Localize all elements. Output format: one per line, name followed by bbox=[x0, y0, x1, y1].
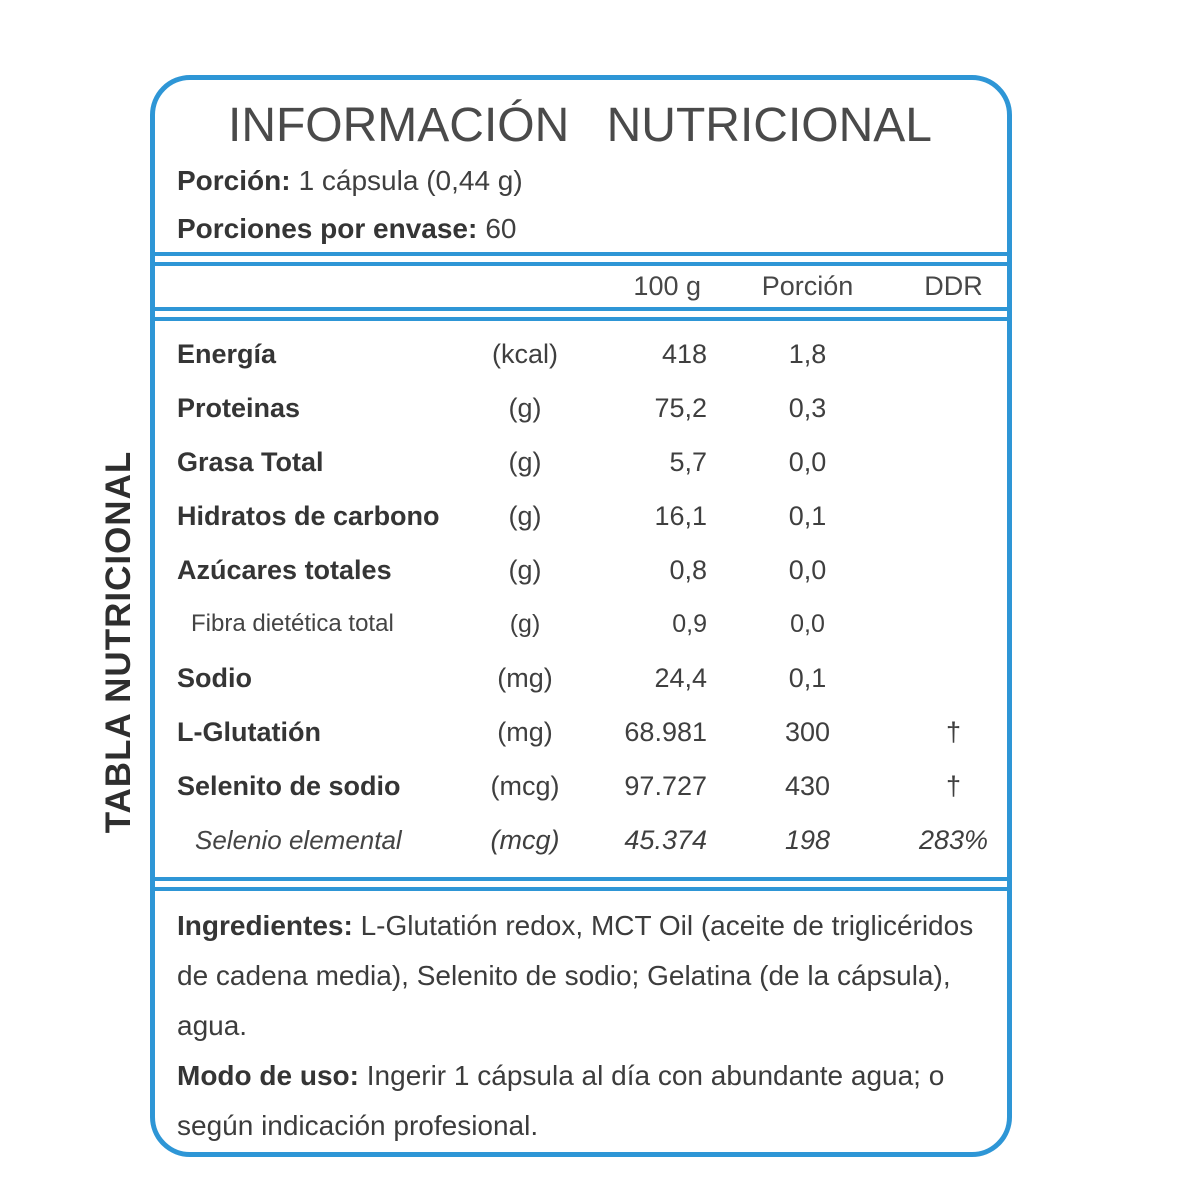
nutrient-name: Selenito de sodio bbox=[177, 770, 401, 801]
value-per-portion: 0,3 bbox=[788, 392, 827, 423]
table-row: Fibra dietética total (g) 0,9 0,0 bbox=[155, 597, 1007, 651]
value-per-portion: 1,8 bbox=[788, 338, 827, 369]
usage-text: Ingerir 1 cápsula al día con abundante a… bbox=[177, 1060, 945, 1141]
value-per-portion: 430 bbox=[784, 770, 831, 801]
panel-footer: Ingredientes: L-Glutatión redox, MCT Oil… bbox=[155, 891, 1007, 1152]
table-row: Hidratos de carbono (g) 16,1 0,1 bbox=[155, 489, 1007, 543]
nutrient-name: Grasa Total bbox=[177, 446, 324, 477]
nutrient-rows: Energía (kcal) 418 1,8 Proteinas (g) 75,… bbox=[155, 321, 1007, 877]
value-ddr: † bbox=[945, 716, 962, 747]
nutrient-name: Azúcares totales bbox=[177, 554, 392, 585]
nutrient-name: Sodio bbox=[177, 662, 252, 693]
value-per-100g: 68.981 bbox=[624, 716, 707, 747]
value-per-100g: 418 bbox=[661, 338, 707, 369]
table-row: Selenio elemental (mcg) 45.374 198 283% bbox=[155, 813, 1007, 867]
divider-header bbox=[155, 307, 1007, 321]
nutrient-unit: (g) bbox=[508, 554, 542, 585]
table-row: Grasa Total (g) 5,7 0,0 bbox=[155, 435, 1007, 489]
table-row: L-Glutatión (mg) 68.981 300 † bbox=[155, 705, 1007, 759]
value-per-portion: 0,0 bbox=[790, 609, 825, 638]
servings-per-container-line: Porciones por envase: 60 bbox=[177, 212, 983, 246]
panel-title: INFORMACIÓN NUTRICIONAL bbox=[227, 99, 932, 152]
value-per-100g: 97.727 bbox=[624, 770, 707, 801]
nutrient-unit: (g) bbox=[508, 446, 542, 477]
side-label-tabla-nutricional: TABLA NUTRICIONAL bbox=[99, 450, 138, 834]
value-per-portion: 0,0 bbox=[788, 554, 827, 585]
column-header-ddr: DDR bbox=[924, 271, 983, 301]
nutrient-unit: (mg) bbox=[497, 662, 553, 693]
panel-header: INFORMACIÓN NUTRICIONAL Porción: 1 cápsul… bbox=[155, 80, 1007, 252]
value-per-100g: 16,1 bbox=[654, 500, 707, 531]
serving-size-line: Porción: 1 cápsula (0,44 g) bbox=[177, 164, 983, 198]
value-per-100g: 0,9 bbox=[672, 609, 707, 638]
value-per-portion: 300 bbox=[784, 716, 831, 747]
value-per-portion: 198 bbox=[784, 824, 831, 855]
nutrient-name: L-Glutatión bbox=[177, 716, 321, 747]
column-header-row: 100 g Porción DDR bbox=[155, 266, 1007, 307]
table-row: Azúcares totales (g) 0,8 0,0 bbox=[155, 543, 1007, 597]
column-header-100g: 100 g bbox=[633, 271, 701, 301]
serving-size-label: Porción: bbox=[177, 165, 291, 196]
nutrition-facts-panel: INFORMACIÓN NUTRICIONAL Porción: 1 cápsul… bbox=[150, 75, 1012, 1157]
nutrient-unit: (g) bbox=[508, 500, 542, 531]
value-ddr: † bbox=[945, 770, 962, 801]
nutrient-unit: (mg) bbox=[497, 716, 553, 747]
servings-per-container-label: Porciones por envase: bbox=[177, 213, 478, 244]
ingredients-text: L-Glutatión redox, MCT Oil (aceite de tr… bbox=[177, 910, 974, 1041]
serving-size-value: 1 cápsula (0,44 g) bbox=[298, 165, 523, 196]
value-per-100g: 75,2 bbox=[654, 392, 707, 423]
usage-paragraph: Modo de uso: Ingerir 1 cápsula al día co… bbox=[177, 1051, 983, 1151]
usage-label: Modo de uso: bbox=[177, 1060, 359, 1091]
ingredients-label: Ingredientes: bbox=[177, 910, 353, 941]
nutrient-unit: (g) bbox=[509, 609, 541, 638]
nutrient-name: Hidratos de carbono bbox=[177, 500, 440, 531]
table-row: Selenito de sodio (mcg) 97.727 430 † bbox=[155, 759, 1007, 813]
nutrient-unit: (kcal) bbox=[492, 338, 558, 369]
nutrient-name: Fibra dietética total bbox=[191, 610, 394, 637]
value-per-100g: 45.374 bbox=[624, 824, 707, 855]
nutrient-unit: (mcg) bbox=[490, 824, 560, 855]
value-per-100g: 0,8 bbox=[669, 554, 707, 585]
nutrient-name: Proteinas bbox=[177, 392, 301, 423]
nutrient-name: Selenio elemental bbox=[195, 824, 402, 855]
value-per-portion: 0,1 bbox=[788, 500, 827, 531]
nutrient-name: Energía bbox=[177, 338, 277, 369]
servings-per-container-value: 60 bbox=[485, 213, 517, 244]
value-ddr: 283% bbox=[918, 824, 989, 855]
value-per-portion: 0,1 bbox=[788, 662, 827, 693]
table-row: Energía (kcal) 418 1,8 bbox=[155, 327, 1007, 381]
nutrient-unit: (mcg) bbox=[490, 770, 560, 801]
table-row: Sodio (mg) 24,4 0,1 bbox=[155, 651, 1007, 705]
value-per-portion: 0,0 bbox=[788, 446, 827, 477]
ingredients-paragraph: Ingredientes: L-Glutatión redox, MCT Oil… bbox=[177, 901, 983, 1051]
column-header-porcion: Porción bbox=[761, 271, 854, 301]
divider-top bbox=[155, 252, 1007, 266]
value-per-100g: 24,4 bbox=[654, 662, 707, 693]
value-per-100g: 5,7 bbox=[669, 446, 707, 477]
divider-footer bbox=[155, 877, 1007, 891]
nutrient-unit: (g) bbox=[508, 392, 542, 423]
table-row: Proteinas (g) 75,2 0,3 bbox=[155, 381, 1007, 435]
